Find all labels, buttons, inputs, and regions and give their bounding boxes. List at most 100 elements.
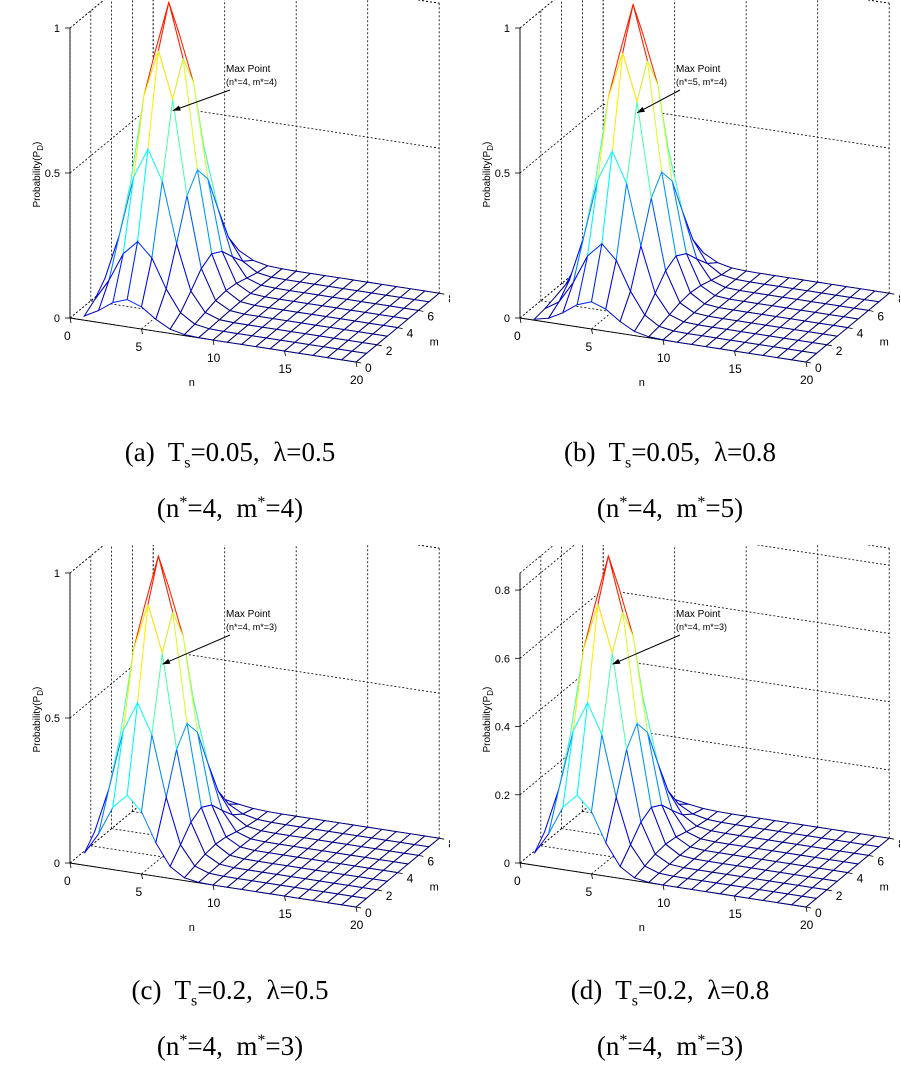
x-axis-label: n: [189, 922, 195, 934]
grid-line: [69, 545, 440, 574]
z-tick-label: 0: [504, 313, 510, 325]
grid-line: [519, 103, 890, 174]
y-axis-label: m: [880, 882, 889, 894]
y-tick-label: 6: [427, 854, 434, 868]
x-tick-label: 10: [657, 896, 671, 910]
y-tick: [868, 310, 874, 312]
x-tick: [734, 895, 736, 902]
grid-line: [69, 648, 440, 719]
x-tick: [805, 906, 808, 913]
x-tick-label: 20: [800, 373, 814, 387]
y-tick-label: 0: [815, 906, 822, 920]
x-tick: [805, 361, 808, 368]
box-edge: [69, 545, 440, 574]
y-tick: [355, 361, 362, 364]
y-tick: [826, 889, 832, 892]
surface-cell: [340, 895, 368, 908]
y-tick-label: 4: [857, 327, 864, 341]
x-axis-label: n: [639, 377, 645, 389]
x-tick-label: 10: [657, 351, 671, 365]
y-tick: [805, 906, 812, 909]
y-tick-label: 6: [427, 309, 434, 323]
z-tick-label: 0: [54, 313, 60, 325]
x-tick: [212, 884, 215, 891]
z-tick-label: 0.4: [495, 722, 510, 734]
box-edge: [519, 0, 890, 29]
x-tick-label: 15: [729, 362, 743, 376]
x-tick: [355, 361, 358, 368]
x-tick-label: 15: [279, 907, 293, 921]
y-tick: [847, 327, 853, 329]
annotation-arrow-line: [172, 89, 231, 112]
x-tick-label: 10: [207, 896, 221, 910]
x-tick: [69, 862, 72, 869]
x-tick: [69, 317, 72, 324]
y-tick: [418, 310, 424, 312]
surface-mesh: [83, 0, 441, 363]
grid-line: [519, 589, 890, 659]
annotation-arrow-line: [636, 89, 681, 114]
max-point-annotation: Max Point (n*=4, m*=3): [162, 609, 277, 665]
x-tick-label: 5: [586, 340, 593, 354]
annotation-arrow-head: [612, 658, 621, 665]
y-tick: [355, 906, 362, 909]
annotation-label: (n*=4, m*=4): [226, 77, 277, 87]
x-tick: [734, 350, 736, 357]
y-tick: [376, 344, 382, 347]
y-tick-label: 2: [836, 889, 843, 903]
surface-mesh: [83, 554, 441, 908]
x-tick-label: 20: [350, 918, 364, 932]
caption-line-1: (d) Ts=0.2, λ=0.8: [570, 975, 770, 1010]
annotation-label: (n*=5, m*=4): [676, 77, 727, 87]
y-tick-label: 2: [386, 344, 393, 358]
x-tick: [662, 884, 665, 891]
annotation-title: Max Point: [676, 64, 721, 75]
z-tick-label: 0.6: [495, 653, 510, 665]
y-tick-label: 0: [815, 361, 822, 375]
z-tick-label: 0.2: [495, 790, 510, 802]
z-axis-label: Probability(PD): [482, 142, 495, 208]
max-point-annotation: Max Point (n*=4, m*=3): [612, 609, 727, 665]
x-tick: [591, 328, 593, 335]
y-axis-label: m: [430, 882, 439, 894]
grid-line: [519, 0, 890, 29]
annotation-arrow-line: [162, 634, 231, 665]
x-tick: [141, 328, 143, 335]
y-tick-label: 8: [898, 292, 900, 306]
y-tick: [397, 872, 403, 874]
y-tick-label: 6: [877, 854, 884, 868]
caption-line-2: (n*=4, m*=5): [596, 493, 744, 524]
z-axis-label: Probability(PD): [32, 142, 45, 208]
x-tick-label: 20: [800, 918, 814, 932]
y-tick: [439, 292, 445, 295]
caption-line-2: (n*=4, m*=3): [156, 1031, 304, 1062]
y-tick: [868, 855, 874, 857]
z-tick-label: 0: [54, 858, 60, 870]
y-tick: [439, 837, 445, 840]
x-tick-label: 0: [64, 329, 71, 343]
box-edge: [519, 545, 890, 574]
y-tick: [805, 361, 812, 364]
caption-line-1: (a) Ts=0.05, λ=0.5: [124, 437, 336, 472]
grid-line: [69, 103, 440, 174]
annotation-arrow-head: [637, 106, 646, 113]
z-tick-label: 0.5: [45, 168, 60, 180]
x-tick: [284, 895, 286, 902]
y-tick: [418, 855, 424, 857]
surface-cell: [790, 895, 818, 908]
annotation-label: (n*=4, m*=3): [676, 622, 727, 632]
x-tick: [519, 862, 522, 869]
y-tick-label: 0: [365, 906, 372, 920]
y-tick: [397, 327, 403, 329]
box-edge: [69, 0, 440, 29]
x-tick-label: 5: [136, 885, 143, 899]
y-tick: [847, 872, 853, 874]
y-tick-label: 2: [836, 344, 843, 358]
z-tick-label: 1: [504, 23, 510, 35]
z-axis-label: Probability(PD): [32, 687, 45, 753]
annotation-title: Max Point: [676, 609, 721, 620]
y-tick: [889, 837, 895, 840]
